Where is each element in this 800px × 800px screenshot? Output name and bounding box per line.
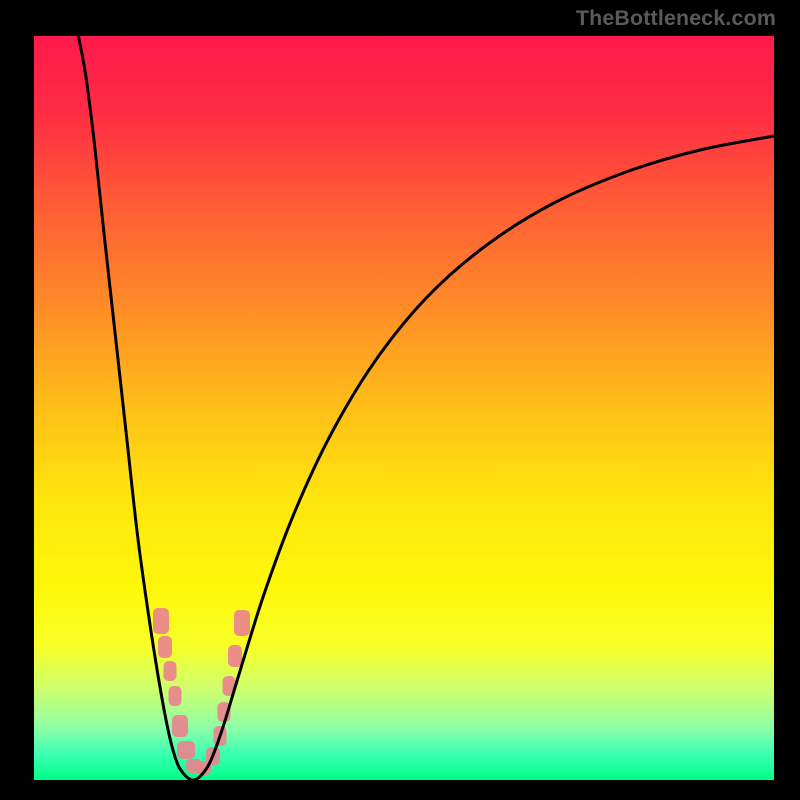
data-marker [169,686,182,706]
data-marker [153,608,169,634]
chart-overlay [0,0,800,800]
data-marker [234,610,250,636]
bottleneck-curve [78,36,774,780]
data-marker [164,661,177,681]
data-marker [177,741,195,759]
data-marker [158,636,172,658]
data-marker [228,645,242,667]
data-marker [172,715,188,737]
